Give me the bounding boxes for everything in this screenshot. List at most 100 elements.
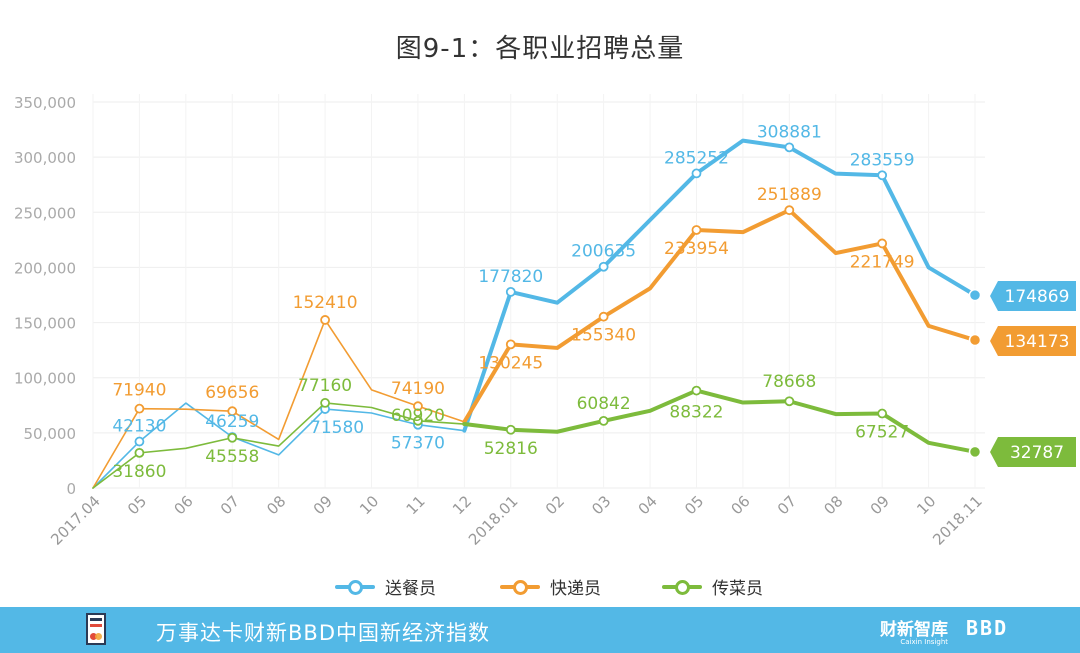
legend-line-icon — [335, 577, 375, 597]
legend-line-icon — [500, 577, 540, 597]
x-tick-label: 10 — [356, 492, 382, 518]
end-badges: 174869 134173 32787 — [990, 281, 1076, 467]
series-line — [462, 138, 977, 433]
series-line — [462, 388, 977, 454]
legend-line-icon — [662, 577, 702, 597]
x-tick-label: 09 — [310, 492, 336, 518]
series-line — [92, 402, 466, 489]
x-tick-label: 04 — [635, 492, 661, 518]
series-line — [92, 319, 466, 489]
bbd-logo: BBD — [966, 616, 1009, 640]
data-label: 60920 — [391, 406, 445, 426]
data-point-marker — [134, 447, 145, 458]
data-label: 78668 — [762, 372, 816, 392]
y-tick-label: 150,000 — [14, 315, 76, 333]
x-tick-label: 06 — [727, 492, 753, 518]
legend-swatch-dot — [675, 579, 690, 595]
x-tick-label: 07 — [217, 492, 243, 518]
end-value-badge: 32787 — [990, 437, 1076, 467]
data-point-marker — [691, 385, 702, 396]
caixin-insight-sub: Caixin Insight — [900, 638, 948, 646]
nei-logo-icon — [86, 613, 106, 645]
x-tick-label: 2017.04 — [47, 492, 104, 549]
x-tick-label: 08 — [820, 492, 846, 518]
data-point-marker — [134, 436, 145, 447]
data-label: 31860 — [112, 462, 166, 482]
caixin-insight-name: 财新智库 — [880, 620, 948, 640]
data-label: 45558 — [205, 447, 259, 467]
chart-title: 图9-1：各职业招聘总量 — [395, 34, 685, 64]
data-point-marker — [877, 170, 888, 181]
footer-title: 万事达卡财新BBD中国新经济指数 — [156, 621, 490, 645]
data-label: 46259 — [205, 412, 259, 432]
data-point-marker — [598, 311, 609, 322]
end-value-badge: 174869 — [990, 281, 1076, 311]
data-label: 155340 — [571, 326, 636, 346]
footer-banner: 万事达卡财新BBD中国新经济指数 财新智库 Caixin Insight BBD — [0, 607, 1080, 653]
y-tick-label: 250,000 — [14, 204, 76, 222]
data-point-marker — [320, 398, 331, 408]
data-point-marker — [784, 205, 795, 216]
data-label: 74190 — [391, 379, 445, 399]
end-point-marker — [968, 288, 982, 302]
x-tick-label: 07 — [774, 492, 800, 518]
data-point-marker — [505, 424, 516, 435]
data-label: 200635 — [571, 242, 636, 262]
x-tick-label: 09 — [867, 492, 893, 518]
data-point-marker — [505, 286, 516, 297]
data-label: 308881 — [757, 122, 822, 142]
x-tick-label: 08 — [263, 492, 289, 518]
line-chart: 350,000 300,000 250,000 200,000 150,000 100,0… — [14, 94, 1076, 549]
data-label: 42130 — [112, 417, 166, 437]
x-tick-label: 2018.11 — [929, 492, 986, 549]
y-tick-label: 0 — [66, 480, 76, 498]
data-label: 57370 — [391, 434, 445, 454]
y-tick-label: 50,000 — [24, 425, 77, 443]
data-label: 71580 — [310, 418, 364, 438]
end-value-label: 174869 — [1005, 287, 1070, 307]
data-point-marker — [227, 406, 238, 417]
x-tick-label: 06 — [170, 492, 196, 518]
data-label: 52816 — [484, 439, 538, 459]
data-label: 69656 — [205, 383, 259, 403]
legend-item-delivery[interactable]: 送餐员 — [335, 574, 436, 599]
data-label: 177820 — [478, 267, 543, 287]
data-point-marker — [598, 415, 609, 426]
end-value-label: 32787 — [1010, 443, 1064, 463]
legend-label: 快递员 — [550, 579, 601, 599]
legend-item-courier[interactable]: 快递员 — [500, 574, 601, 599]
data-point-marker — [598, 261, 609, 272]
x-tick-label: 05 — [124, 492, 150, 518]
data-label: 251889 — [757, 185, 822, 205]
x-tick-label: 10 — [913, 492, 939, 518]
y-axis: 350,000 300,000 250,000 200,000 150,000 100,0… — [14, 94, 76, 498]
legend-item-waiter[interactable]: 传菜员 — [662, 574, 763, 599]
x-tick-label: 12 — [449, 492, 475, 518]
data-point-marker — [877, 238, 888, 249]
data-point-marker — [784, 396, 795, 407]
data-label: 152410 — [293, 293, 358, 313]
y-tick-label: 350,000 — [14, 94, 76, 112]
end-point-marker — [968, 445, 982, 459]
data-label: 67527 — [855, 423, 909, 443]
data-point-marker — [691, 168, 702, 179]
caixin-insight-logo: 财新智库 Caixin Insight — [880, 615, 948, 646]
legend-label: 传菜员 — [712, 579, 763, 599]
x-tick-label: 03 — [588, 492, 614, 518]
legend-swatch-dot — [513, 579, 528, 595]
data-label: 233954 — [664, 239, 729, 259]
data-label: 60842 — [577, 394, 631, 414]
series-line — [462, 208, 977, 424]
x-tick-label: 05 — [681, 492, 707, 518]
data-point-marker — [505, 339, 516, 350]
end-value-label: 134173 — [1005, 332, 1070, 352]
series-line — [92, 402, 466, 489]
x-tick-label: 11 — [403, 492, 429, 518]
data-point-marker — [877, 408, 888, 419]
x-tick-label: 02 — [542, 492, 568, 518]
legend-swatch-dot — [348, 579, 363, 595]
data-label: 285252 — [664, 148, 729, 168]
legend-label: 送餐员 — [385, 579, 436, 599]
data-point-marker — [134, 403, 145, 414]
